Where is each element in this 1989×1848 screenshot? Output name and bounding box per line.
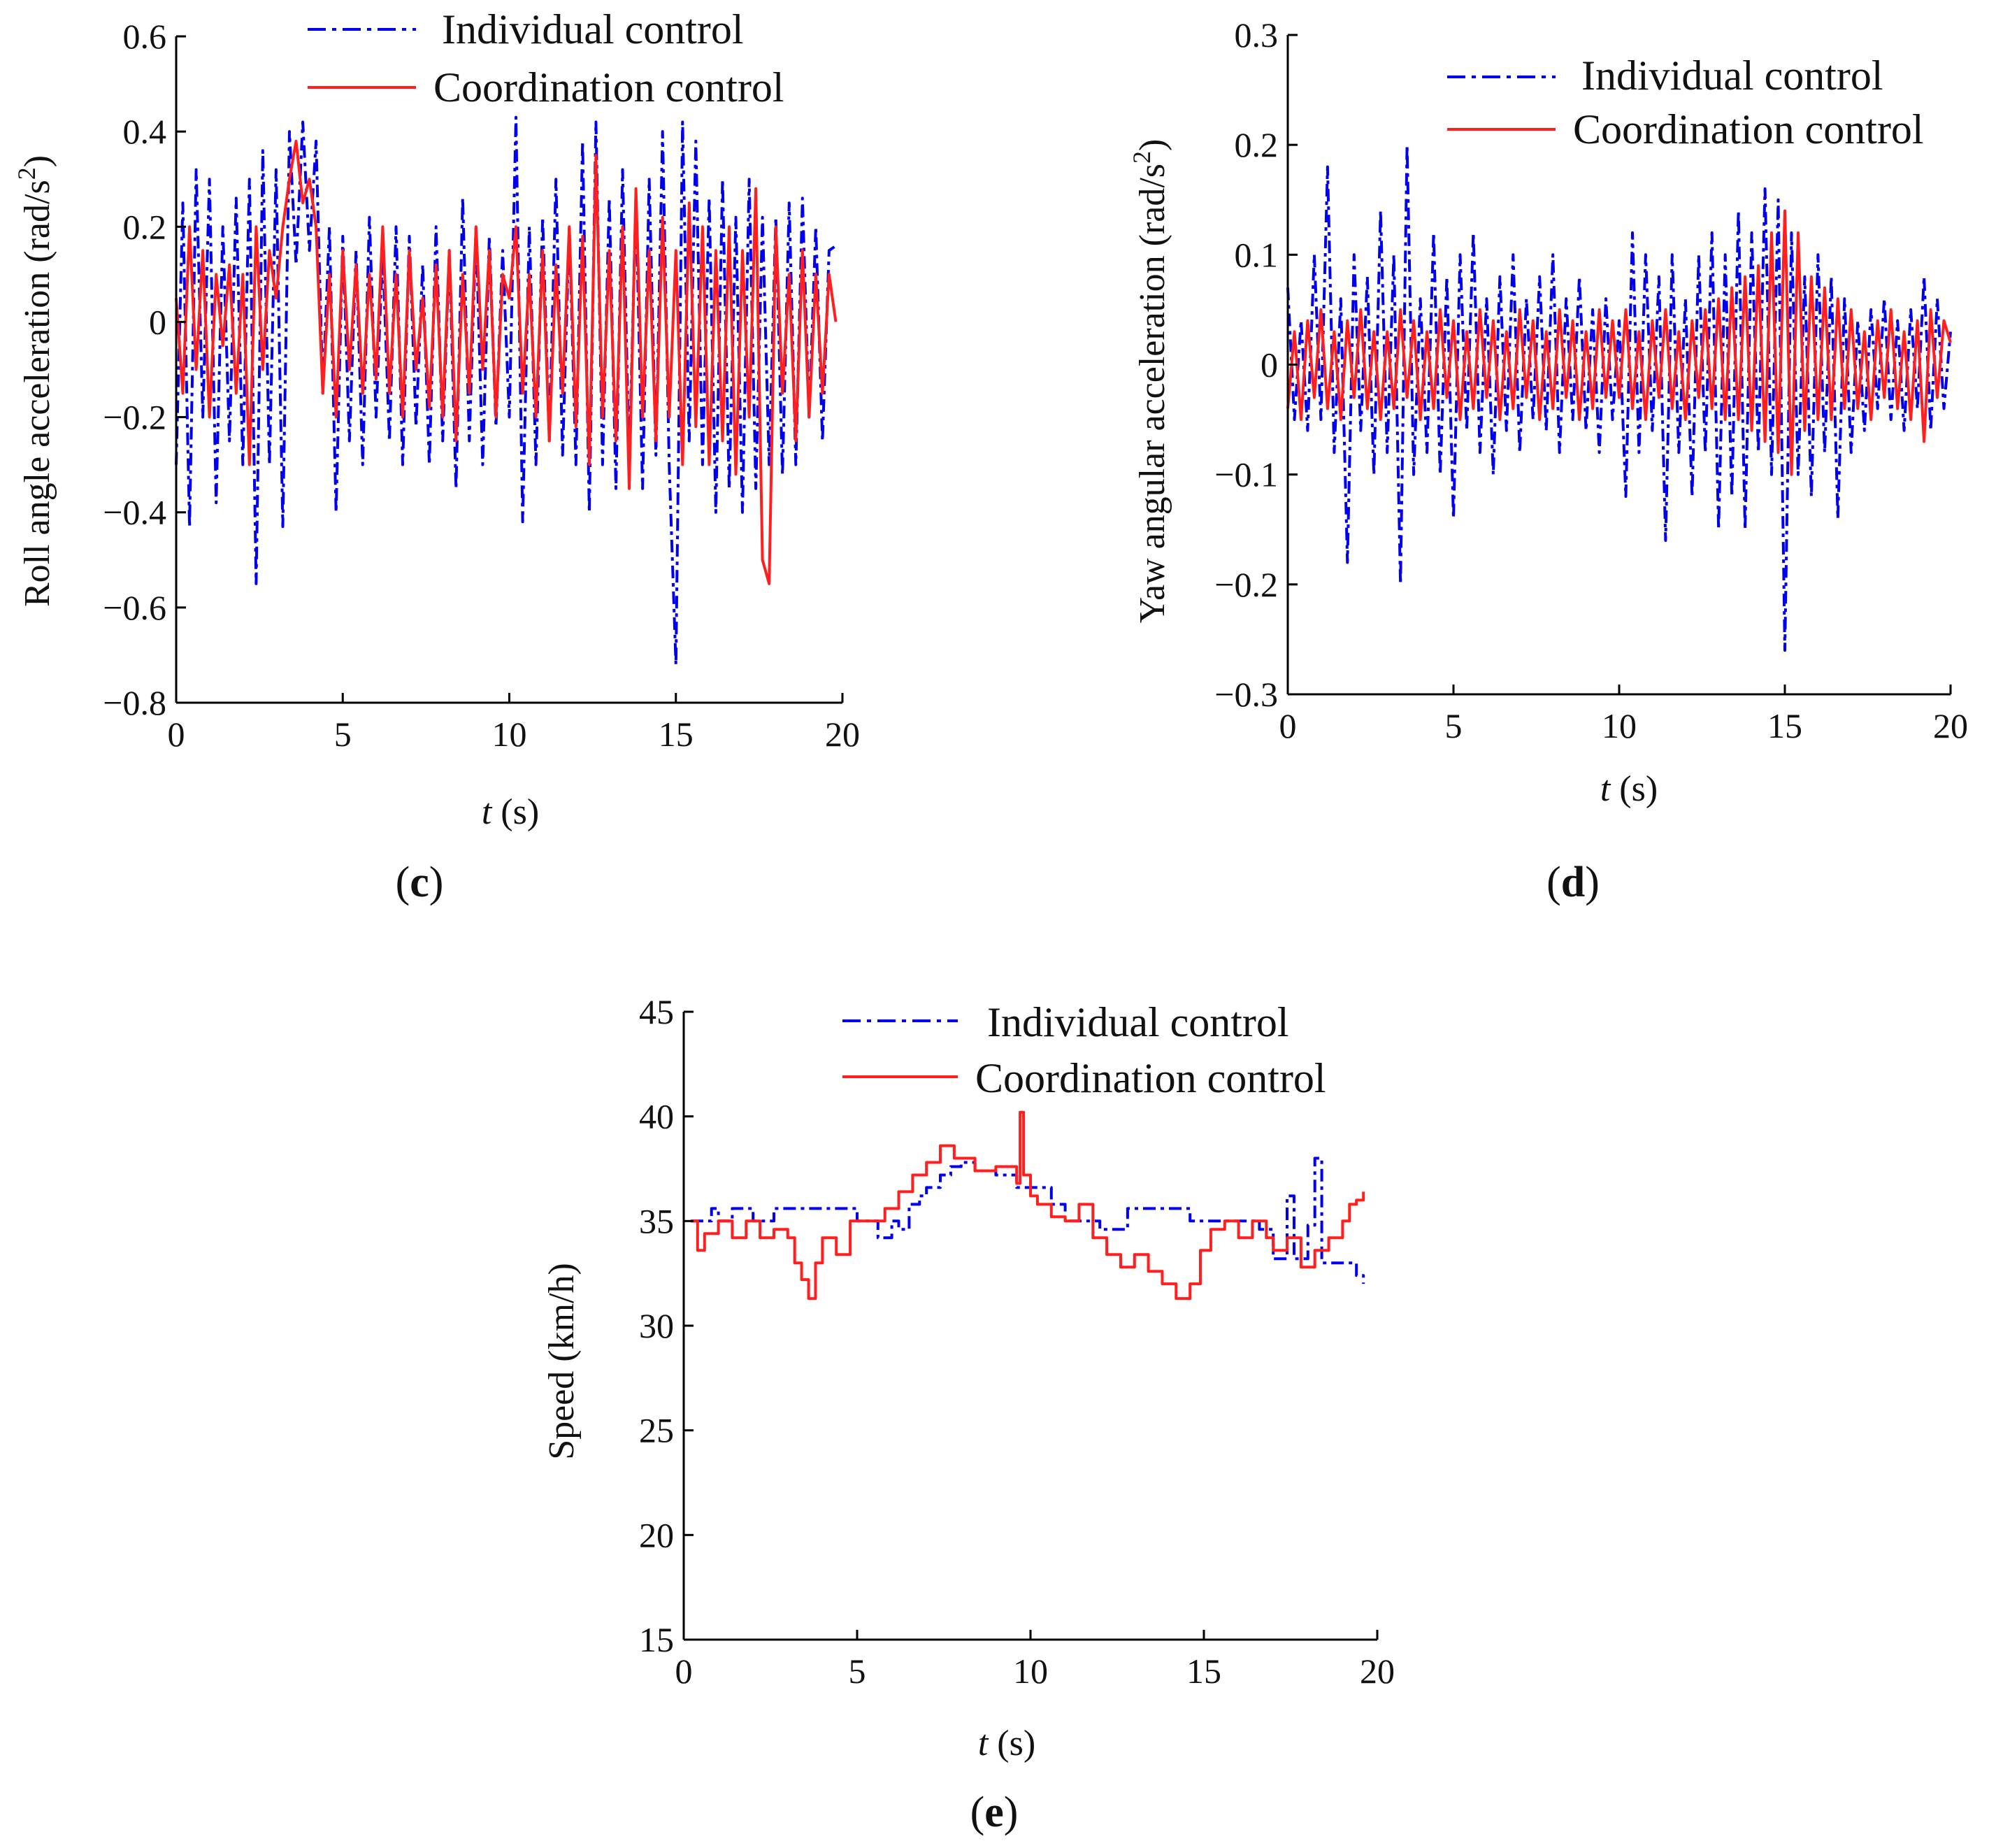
panel-e-legend-coordination-label: Coordination control (975, 1055, 1326, 1101)
panel-e-label: (e) (970, 1789, 1019, 1836)
panel-d-legend-individual-label: Individual control (1581, 52, 1883, 99)
panel-c-x-tick-label: 15 (659, 715, 694, 754)
panel-d-series-layer (1286, 143, 1952, 652)
panel-c-y-tick-label: −0.6 (103, 588, 166, 627)
panel-d-x-tick-label: 20 (1933, 706, 1968, 745)
panel-d-y-tick-label: 0.2 (1235, 125, 1279, 164)
panel-e-y-tick-label: 35 (639, 1201, 674, 1240)
panel-c-y-axis-title: Roll angle acceleration (rad/s2) (13, 155, 57, 607)
panel-d-yaw-acceleration-chart: 0 5 10 15 20 −0.3 −0.2 −0.1 0 0.1 0.2 0.3 Yaw angul… (1128, 15, 1968, 906)
panel-c-legend: Individual control Coordination control (308, 6, 784, 110)
panel-d-y-tick-label: 0.1 (1235, 235, 1279, 274)
panel-c-x-tick-label: 20 (825, 715, 860, 754)
panel-d-y-tick-label: −0.2 (1214, 565, 1278, 604)
panel-e-legend: Individual control Coordination control (842, 999, 1326, 1101)
panel-e-y-tick-label: 15 (639, 1620, 674, 1659)
panel-e-y-tick-label: 45 (639, 992, 674, 1031)
panel-d-series-coordination-line (1286, 209, 1952, 476)
panel-d-x-tick-label: 10 (1602, 706, 1637, 745)
panel-c-x-tick-label: 10 (492, 715, 527, 754)
panel-c-y-tick-label: 0.6 (123, 17, 167, 56)
panel-d-label: (d) (1546, 859, 1600, 906)
panel-c-x-axis-title: t (s) (482, 792, 539, 832)
panel-e-y-tick-label: 20 (639, 1515, 674, 1554)
panel-c-series-layer (175, 115, 838, 666)
panel-d-y-tick-label: −0.3 (1214, 675, 1278, 714)
panel-c-tick-labels: 0 5 10 15 20 −0.8 −0.6 −0.4 −0.2 0 0.2 0.4 0.6 (103, 17, 860, 754)
panel-e-y-tick-label: 30 (639, 1306, 674, 1345)
panel-e-series-layer (690, 1110, 1365, 1301)
panel-e-x-tick-label: 20 (1360, 1652, 1395, 1691)
panel-e-axes (682, 1010, 1379, 1641)
panel-e-x-axis-title: t (s) (978, 1724, 1035, 1763)
panel-d-axes (1286, 34, 1952, 696)
panel-e-y-axis-title: Speed (km/h) (542, 1263, 582, 1460)
panel-d-y-tick-label: 0.3 (1235, 15, 1279, 55)
panel-c-series-coordination-line (175, 139, 838, 585)
panel-e-tick-labels: 0 5 10 15 20 15 20 25 30 35 40 45 (639, 992, 1395, 1691)
panel-c-y-tick-label: −0.4 (103, 493, 166, 532)
panel-c-y-tick-label: 0.2 (123, 207, 167, 246)
panel-d-x-tick-label: 5 (1445, 706, 1463, 745)
panel-e-x-tick-label: 0 (675, 1652, 693, 1691)
panel-d-legend-coordination-label: Coordination control (1573, 106, 1924, 152)
panel-c-label: (c) (396, 859, 444, 906)
panel-d-y-axis-title: Yaw angular acceleration (rad/s2) (1128, 139, 1172, 624)
panel-d-legend: Individual control Coordination control (1447, 52, 1924, 152)
panel-d-x-tick-label: 15 (1767, 706, 1802, 745)
panel-c-y-tick-label: −0.8 (103, 683, 166, 722)
panel-c-x-tick-label: 0 (168, 715, 185, 754)
panel-d-tick-labels: 0 5 10 15 20 −0.3 −0.2 −0.1 0 0.1 0.2 0.3 (1214, 15, 1968, 745)
panel-e-y-tick-label: 40 (639, 1097, 674, 1136)
panel-c-y-tick-label: −0.2 (103, 398, 166, 437)
panel-c-axes (175, 35, 844, 704)
panel-c-y-tick-label: 0.4 (123, 112, 167, 151)
panel-c-legend-individual-label: Individual control (442, 6, 744, 52)
panel-d-x-axis-title: t (s) (1600, 769, 1658, 809)
panel-e-x-tick-label: 10 (1013, 1652, 1048, 1691)
panel-d-series-individual-line (1286, 143, 1952, 652)
panel-c-series-individual-line (175, 115, 837, 666)
panel-c-x-tick-label: 5 (334, 715, 352, 754)
panel-e-x-tick-label: 15 (1186, 1652, 1221, 1691)
panel-d-x-tick-label: 0 (1279, 706, 1297, 745)
panel-e-y-tick-label: 25 (639, 1411, 674, 1450)
panel-c-y-tick-label: 0 (149, 302, 166, 341)
panel-d-y-tick-label: −0.1 (1214, 455, 1278, 494)
panel-c-legend-coordination-label: Coordination control (433, 64, 784, 110)
panel-d-y-tick-label: 0 (1261, 345, 1278, 385)
panel-e-x-tick-label: 5 (849, 1652, 866, 1691)
panel-e-legend-individual-label: Individual control (987, 999, 1289, 1045)
panel-e-speed-chart: 0 5 10 15 20 15 20 25 30 35 40 45 Speed (km/h) t (s… (542, 992, 1395, 1836)
panel-c-roll-acceleration-chart: 0 5 10 15 20 −0.8 −0.6 −0.4 −0.2 0 0.2 0.4 0.6 Roll … (13, 6, 860, 906)
panel-e-series-coordination-line (690, 1110, 1365, 1301)
